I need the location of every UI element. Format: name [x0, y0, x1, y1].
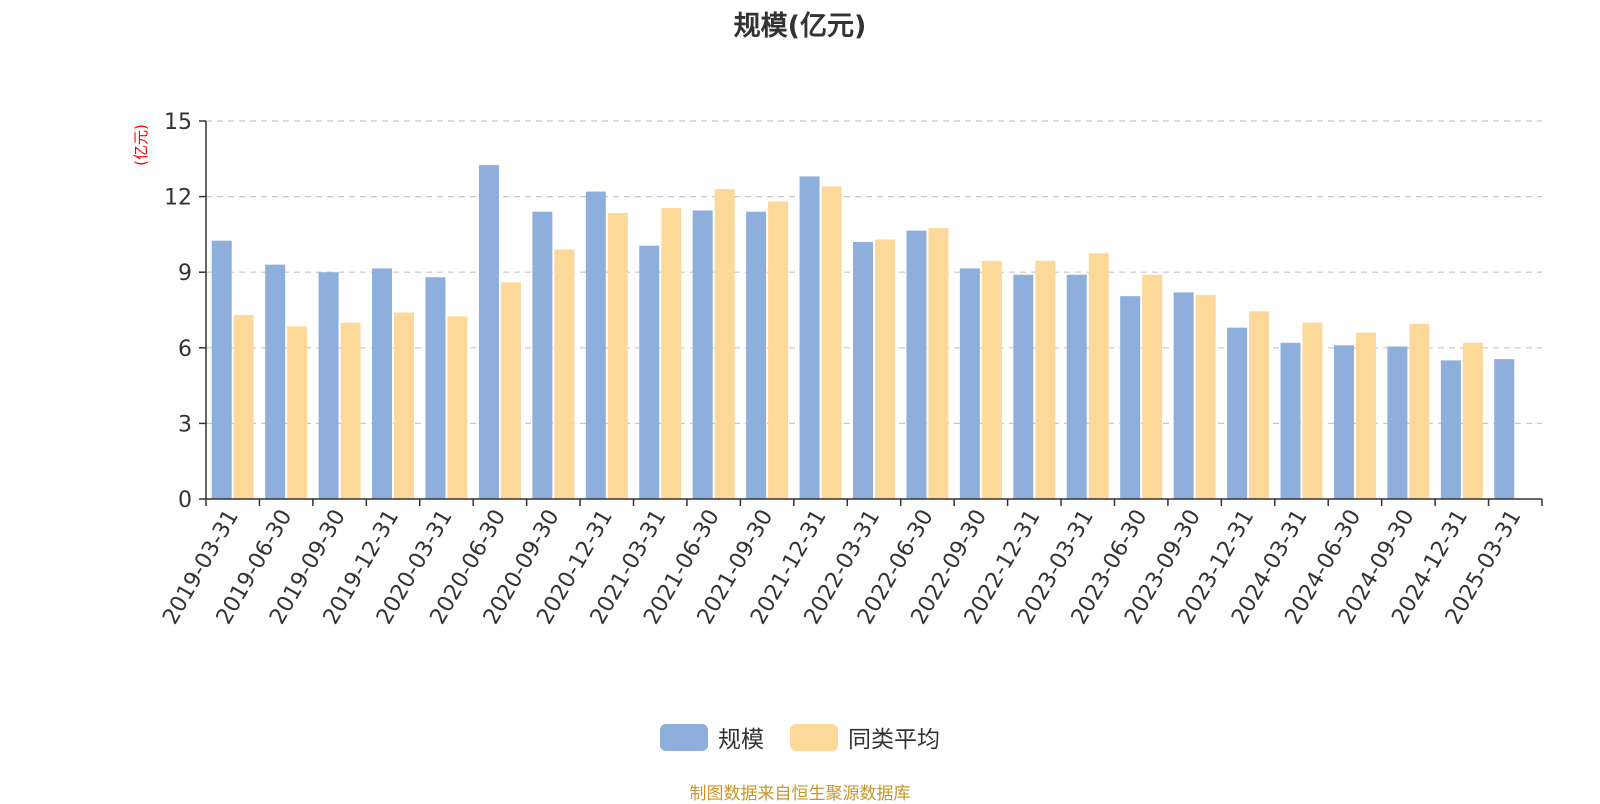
bar-peer-average — [928, 228, 949, 499]
bar-peer-average — [1409, 323, 1430, 499]
bar-peer-average — [447, 316, 468, 499]
bar-scale — [211, 240, 232, 499]
bar-peer-average — [1088, 253, 1109, 499]
bar-peer-average — [875, 239, 895, 499]
bar-peer-average — [340, 322, 361, 499]
bar-peer-average — [500, 282, 521, 499]
bar-peer-average — [233, 315, 254, 499]
bar-peer-average — [1355, 332, 1376, 499]
y-tick-labels: 0 3 6 9 12 15 — [164, 110, 192, 513]
bar-peer-average — [661, 207, 682, 499]
bar-scale — [1227, 327, 1248, 499]
bar-scale — [478, 165, 499, 499]
bar-peer-average — [1195, 294, 1216, 499]
bar-scale — [318, 272, 339, 499]
bar-scale — [746, 211, 767, 499]
bar-peer-average — [607, 212, 628, 500]
y-tick-label: 9 — [178, 261, 192, 286]
y-tick-label: 6 — [178, 337, 192, 362]
bar-scale — [692, 210, 713, 499]
bar-peer-average — [1035, 260, 1056, 499]
legend: 规模 同类平均 — [0, 720, 1600, 754]
bar-scale — [1280, 342, 1301, 499]
bar-scale — [585, 191, 606, 499]
bar-peer-average — [768, 201, 789, 499]
bar-scale — [425, 277, 446, 499]
legend-swatch-peer-average — [790, 723, 838, 751]
bar-peer-average — [714, 189, 735, 500]
bar-scale — [1173, 292, 1194, 499]
bar-peer-average — [1302, 322, 1323, 499]
axes — [199, 120, 1543, 506]
legend-item-peer-average[interactable]: 同类平均 — [790, 720, 940, 754]
bar-scale — [906, 230, 927, 499]
y-tick-label: 15 — [164, 110, 192, 135]
bar-scale — [1066, 274, 1087, 499]
bar-scale — [959, 268, 980, 499]
bar-scale — [1120, 296, 1141, 499]
bar-peer-average — [1462, 342, 1483, 499]
bars — [211, 165, 1515, 500]
bar-scale — [265, 264, 286, 499]
bar-peer-average — [394, 312, 415, 499]
bar-scale — [1013, 274, 1034, 499]
bar-scale — [799, 176, 820, 499]
bar-peer-average — [554, 249, 575, 499]
bar-peer-average — [981, 260, 1002, 499]
bar-scale — [1387, 346, 1408, 499]
bar-scale — [1440, 360, 1461, 499]
bar-peer-average — [1249, 311, 1270, 499]
y-axis-label: (亿元) — [132, 124, 150, 166]
y-tick-label: 0 — [178, 488, 192, 513]
source-note: 制图数据来自恒生聚源数据库 — [689, 784, 911, 804]
bar-scale — [372, 268, 393, 499]
bar-scale — [1494, 359, 1515, 499]
bar-peer-average — [287, 326, 308, 499]
bar-scale — [639, 245, 660, 499]
legend-item-scale[interactable]: 规模 — [660, 720, 764, 754]
y-tick-label: 3 — [178, 412, 192, 437]
legend-label-scale: 规模 — [718, 727, 764, 753]
x-tick-labels: 2019-03-312019-06-302019-09-302019-12-31… — [158, 506, 1526, 629]
bar-scale — [853, 241, 873, 499]
bar-peer-average — [1142, 274, 1163, 499]
legend-label-peer-average: 同类平均 — [848, 727, 940, 753]
bar-scale — [1333, 345, 1354, 499]
chart-title: 规模(亿元) — [733, 11, 867, 42]
bar-scale — [532, 211, 553, 499]
legend-swatch-scale — [660, 723, 708, 751]
bar-peer-average — [821, 186, 842, 499]
y-tick-label: 12 — [164, 186, 192, 211]
